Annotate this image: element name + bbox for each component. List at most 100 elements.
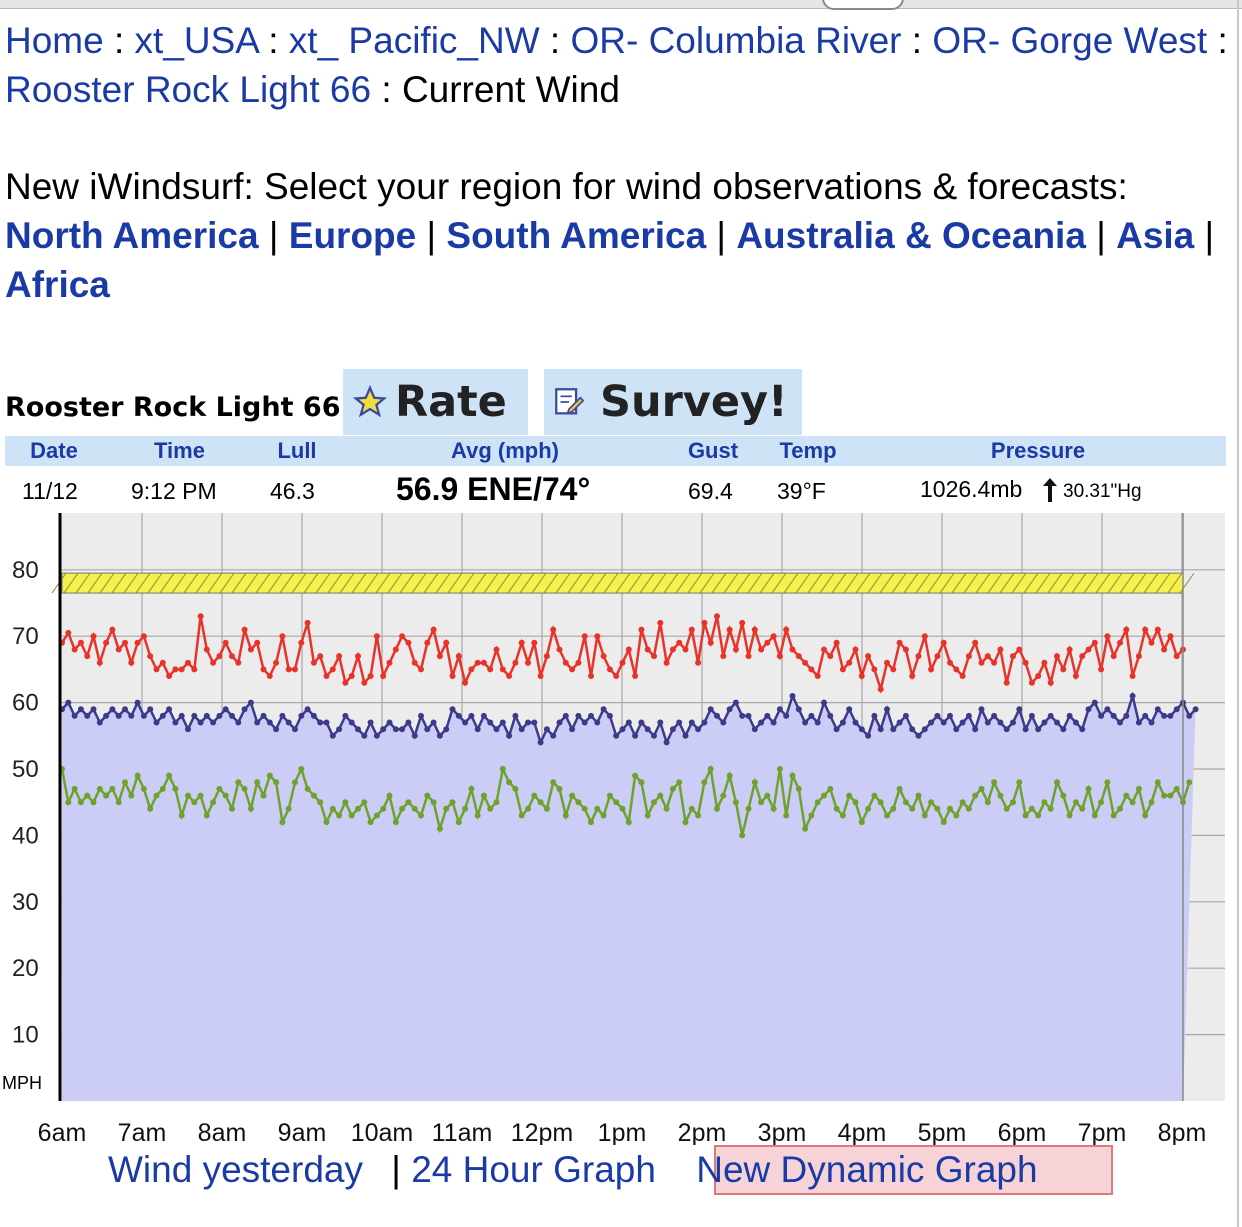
gust-point — [266, 673, 273, 679]
direction-arrow-mark — [963, 572, 979, 594]
region-north-america[interactable]: North America — [5, 215, 259, 256]
avg-point — [915, 732, 922, 739]
gust-point — [1060, 666, 1067, 673]
avg-point — [418, 712, 424, 719]
rate-button[interactable]: Rate — [343, 369, 528, 435]
breadcrumb-current: Current Wind — [401, 69, 620, 110]
lull-point — [292, 779, 298, 786]
lull-point — [802, 825, 809, 832]
gust-point — [984, 653, 991, 660]
breadcrumb-home[interactable]: Home — [5, 20, 104, 61]
lull-point — [1167, 792, 1174, 799]
rate-label: Rate — [395, 377, 507, 427]
breadcrumb-columbia-river[interactable]: OR- Columbia River — [570, 20, 902, 61]
gust-point — [531, 639, 538, 646]
breadcrumb-separator: : — [1217, 20, 1228, 61]
avg-point — [115, 712, 122, 719]
wind-yesterday-link[interactable]: Wind yesterday — [108, 1149, 363, 1190]
value-pressure-hg: 30.31"Hg — [1063, 481, 1142, 502]
avg-point — [487, 719, 494, 726]
gust-point — [172, 666, 179, 673]
lull-point — [254, 779, 261, 786]
x-tick-label: 3pm — [758, 1119, 807, 1145]
gust-point — [1091, 639, 1098, 646]
gust-point — [858, 673, 865, 679]
breadcrumb-station[interactable]: Rooster Rock Light 66 — [5, 69, 372, 110]
avg-point — [1110, 712, 1117, 719]
lull-point — [783, 812, 790, 819]
avg-point — [147, 706, 154, 713]
lull-point — [814, 799, 821, 806]
lull-point — [789, 772, 796, 779]
direction-arrow-mark — [567, 572, 583, 594]
direction-arrow-mark — [1155, 572, 1171, 594]
gust-point — [1117, 639, 1123, 646]
lull-point — [367, 819, 374, 826]
region-asia[interactable]: Asia — [1116, 215, 1195, 256]
direction-arrow-mark — [315, 572, 331, 594]
lull-point — [329, 805, 336, 812]
lull-point — [1186, 779, 1193, 786]
direction-arrow-mark — [651, 572, 667, 594]
avg-point — [858, 726, 865, 733]
lull-point — [1129, 799, 1136, 806]
gust-point — [1054, 653, 1060, 660]
lull-point — [714, 805, 720, 812]
lull-point — [1085, 785, 1092, 792]
gust-point — [292, 666, 298, 673]
gust-point — [632, 673, 639, 679]
gust-point — [140, 633, 147, 640]
region-south-america[interactable]: South America — [446, 215, 707, 256]
region-intro: New iWindsurf: Select your region for wi… — [5, 162, 1230, 309]
survey-button[interactable]: Survey! — [544, 369, 802, 435]
right-edge-line — [1237, 0, 1239, 1227]
gust-point — [405, 639, 412, 646]
direction-arrow-mark — [843, 572, 859, 594]
avg-point — [134, 699, 141, 706]
avg-point — [1123, 712, 1130, 719]
gust-point — [745, 653, 752, 660]
region-africa[interactable]: Africa — [5, 264, 110, 305]
gust-point — [1028, 679, 1035, 686]
avg-point — [606, 712, 613, 719]
direction-arrow-mark — [303, 572, 319, 594]
avg-point — [531, 719, 538, 726]
region-europe[interactable]: Europe — [288, 215, 417, 256]
gust-point — [556, 646, 563, 653]
lull-point — [997, 792, 1004, 799]
graph-24-hour-link[interactable]: 24 Hour Graph — [411, 1149, 656, 1190]
gust-point — [329, 666, 336, 673]
gust-point — [934, 653, 941, 660]
avg-point — [430, 719, 437, 726]
gust-point — [550, 626, 557, 633]
breadcrumb-pacific-nw[interactable]: xt_ Pacific_NW — [288, 20, 540, 61]
avg-point — [480, 712, 487, 719]
breadcrumb-usa[interactable]: xt_USA — [134, 20, 258, 61]
region-australia-oceania[interactable]: Australia & Oceania — [736, 215, 1086, 256]
direction-arrow-mark — [267, 572, 283, 594]
lull-point — [525, 805, 531, 812]
direction-arrow-mark — [591, 572, 607, 594]
gust-point — [575, 659, 582, 666]
direction-arrow-mark — [807, 572, 823, 594]
breadcrumb-gorge-west[interactable]: OR- Gorge West — [932, 20, 1208, 61]
lull-point — [770, 805, 777, 812]
direction-arrow-mark — [1035, 572, 1051, 594]
gust-point — [493, 646, 500, 653]
avg-point — [934, 712, 941, 719]
lull-point — [562, 812, 569, 819]
avg-point — [493, 726, 500, 733]
avg-point — [386, 719, 393, 726]
direction-arrow-mark — [831, 572, 847, 594]
avg-point — [959, 719, 966, 726]
avg-point — [140, 712, 147, 719]
avg-point — [1028, 712, 1035, 719]
gust-point — [254, 639, 261, 646]
lull-point — [991, 779, 998, 786]
gust-point — [229, 653, 235, 660]
direction-arrow-mark — [1167, 572, 1183, 594]
gust-point — [323, 673, 330, 679]
gust-point — [972, 639, 979, 646]
new-dynamic-graph-link[interactable]: New Dynamic Graph — [696, 1149, 1038, 1190]
avg-point — [1173, 706, 1180, 713]
